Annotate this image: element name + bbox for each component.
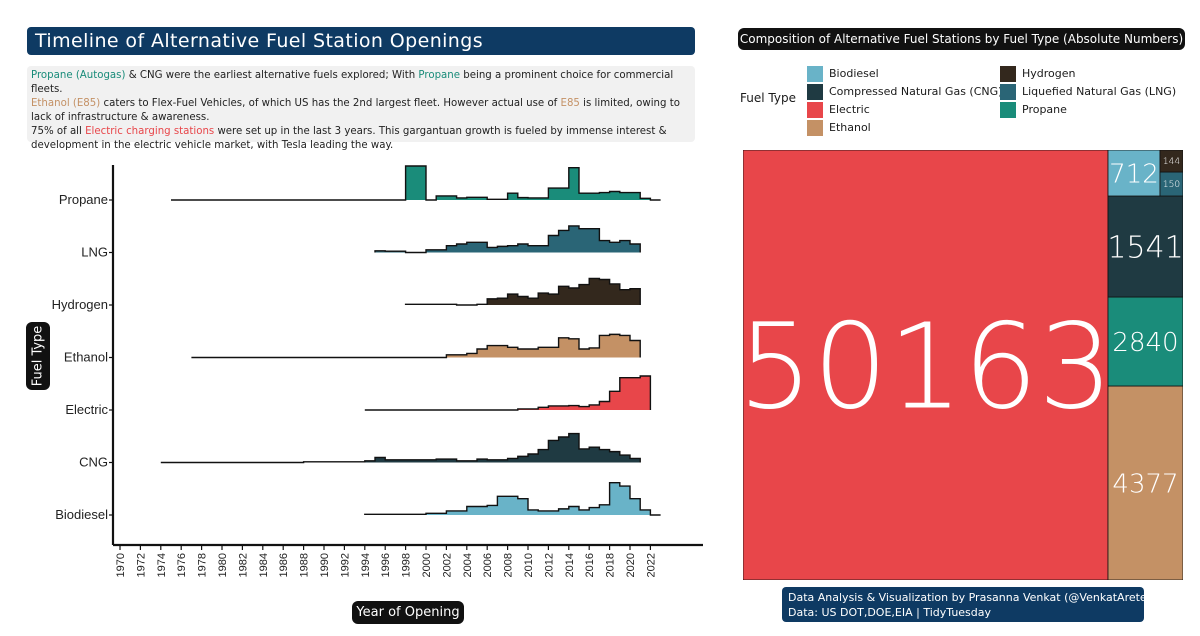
legend-title: Fuel Type	[740, 91, 796, 105]
ridge-area-electric	[364, 376, 651, 410]
y-tick-label: Propane	[59, 192, 108, 207]
treemap-cell	[1107, 296, 1183, 387]
x-tick-label: 1970	[115, 553, 127, 577]
x-tick-label: 1974	[156, 553, 168, 577]
treemap-chart: 50163 4377 2840 1541 712 150 144	[743, 150, 1183, 580]
subtitle-line-1: Propane (Autogas) & CNG were the earlies…	[31, 69, 691, 97]
footer-line-2: Data: US DOT,DOE,EIA | TidyTuesday	[788, 606, 992, 619]
legend-swatch	[807, 66, 823, 82]
x-tick-label: 2020	[625, 553, 637, 577]
y-tick-label: Ethanol	[64, 350, 108, 365]
treemap-value-label: 4377	[1112, 469, 1178, 499]
legend-label: Hydrogen	[1022, 67, 1076, 80]
subtitle-segment: E85	[560, 98, 580, 109]
x-tick-label: 2006	[482, 553, 494, 577]
legend-swatch	[1000, 66, 1016, 82]
subtitle-segment: Electric charging stations	[85, 126, 215, 137]
treemap-value-label: 1541	[1107, 230, 1183, 265]
y-axis-title-text: Fuel Type	[30, 325, 46, 387]
y-axis-title: Fuel Type	[26, 322, 50, 390]
x-tick-label: 1976	[176, 553, 188, 577]
x-tick-label: 1990	[319, 553, 331, 577]
subtitle-segment: being a prominent choice for commercial …	[31, 70, 674, 95]
ridge-line-ethanol	[191, 333, 641, 359]
x-tick-label: 2004	[462, 553, 474, 577]
legend-swatch	[807, 102, 823, 118]
ridge-line-hydrogen	[404, 277, 641, 306]
ridge-line-cng	[160, 432, 641, 464]
subtitle-segment: is limited, owing to lack of infrastruct…	[31, 98, 680, 123]
x-tick-label: 2012	[543, 553, 555, 577]
footer-line-1: Data Analysis & Visualization by Prasann…	[788, 591, 1159, 604]
x-axis-title: Year of Opening	[352, 601, 464, 624]
legend-label: Ethanol	[829, 121, 871, 134]
legend-label: Biodiesel	[829, 67, 879, 80]
subtitle-segment: Propane	[418, 70, 461, 81]
treemap-value-label: 50163	[743, 297, 1113, 435]
subtitle-box: Propane (Autogas) & CNG were the earlies…	[27, 66, 695, 151]
subtitle-segment: & CNG were the earliest alternative fuel…	[125, 70, 419, 81]
ridge-area-biodiesel	[364, 482, 661, 515]
treemap-cell	[1107, 195, 1183, 298]
footer-credits: Data Analysis & Visualization by Prasann…	[782, 587, 1159, 622]
x-tick-label: 1996	[380, 553, 392, 577]
ridge-line-propane	[171, 165, 661, 201]
treemap-value-label: 144	[1163, 157, 1180, 167]
x-tick-label: 1978	[197, 553, 209, 577]
page-title: Timeline of Alternative Fuel Station Ope…	[27, 27, 695, 55]
x-tick-label: 2008	[503, 553, 515, 577]
x-tick-label: 2016	[584, 553, 596, 577]
x-tick-label: 2000	[421, 553, 433, 577]
x-tick-label: 1994	[360, 553, 372, 577]
subtitle-segment: Propane (Autogas)	[31, 70, 126, 81]
subtitle-line-3: 75% of all Electric charging stations we…	[31, 125, 691, 153]
ridge-line-electric	[364, 375, 652, 411]
subtitle-segment: Ethanol (E85)	[31, 98, 101, 109]
treemap-cell	[743, 150, 1109, 580]
x-tick-label: 2010	[523, 553, 535, 577]
legend-swatch	[1000, 102, 1016, 118]
legend-swatch	[1000, 84, 1016, 100]
treemap-value-label: 150	[1163, 180, 1180, 190]
treemap-value-label: 2840	[1112, 328, 1178, 358]
ridge-line-biodiesel	[364, 482, 661, 516]
subtitle-segment: were set up in the last 3 years. This ga…	[31, 126, 667, 151]
x-tick-label: 2022	[645, 553, 657, 577]
x-tick-label: 1992	[339, 553, 351, 577]
ridge-area-hydrogen	[405, 278, 641, 305]
y-tick-label: Hydrogen	[52, 297, 108, 312]
x-tick-label: 1988	[299, 553, 311, 577]
x-tick-label: 2002	[441, 553, 453, 577]
ridgeline-chart: Propane LNG Hydrogen Ethanol Electric CNG Biod…	[52, 165, 703, 577]
ridge-area-lng	[375, 225, 641, 253]
treemap-cell	[1107, 150, 1161, 197]
subtitle-line-2: Ethanol (E85) caters to Flex-Fuel Vehicl…	[31, 97, 691, 125]
subtitle-segment: caters to Flex-Fuel Vehicles, of which U…	[100, 98, 561, 109]
legend-label: Electric	[829, 103, 870, 116]
x-tick-label: 1980	[217, 553, 229, 577]
legend-label: Propane	[1022, 103, 1067, 116]
x-tick-label: 1972	[135, 553, 147, 577]
x-tick-label: 2014	[564, 553, 576, 577]
y-tick-label: CNG	[79, 455, 108, 470]
x-tick-label: 1986	[278, 553, 290, 577]
x-tick-label: 1998	[401, 553, 413, 577]
ridge-line-lng	[374, 225, 641, 254]
y-tick-label: LNG	[81, 245, 108, 260]
ridge-area-propane	[395, 166, 661, 200]
y-tick-label: Electric	[65, 402, 108, 417]
x-tick-label: 1982	[237, 553, 249, 577]
legend-label: Compressed Natural Gas (CNG)	[829, 85, 1003, 98]
x-tick-label: 2018	[605, 553, 617, 577]
treemap-title: Composition of Alternative Fuel Stations…	[738, 28, 1185, 50]
y-tick-label: Biodiesel	[55, 507, 108, 522]
legend-swatch	[807, 84, 823, 100]
legend-label: Liquefied Natural Gas (LNG)	[1022, 85, 1177, 98]
treemap-cell	[1159, 150, 1183, 173]
legend-swatch	[807, 120, 823, 136]
treemap-value-label: 712	[1109, 159, 1159, 189]
x-tick-label: 1984	[258, 553, 270, 577]
subtitle-segment: 75% of all	[31, 126, 86, 137]
